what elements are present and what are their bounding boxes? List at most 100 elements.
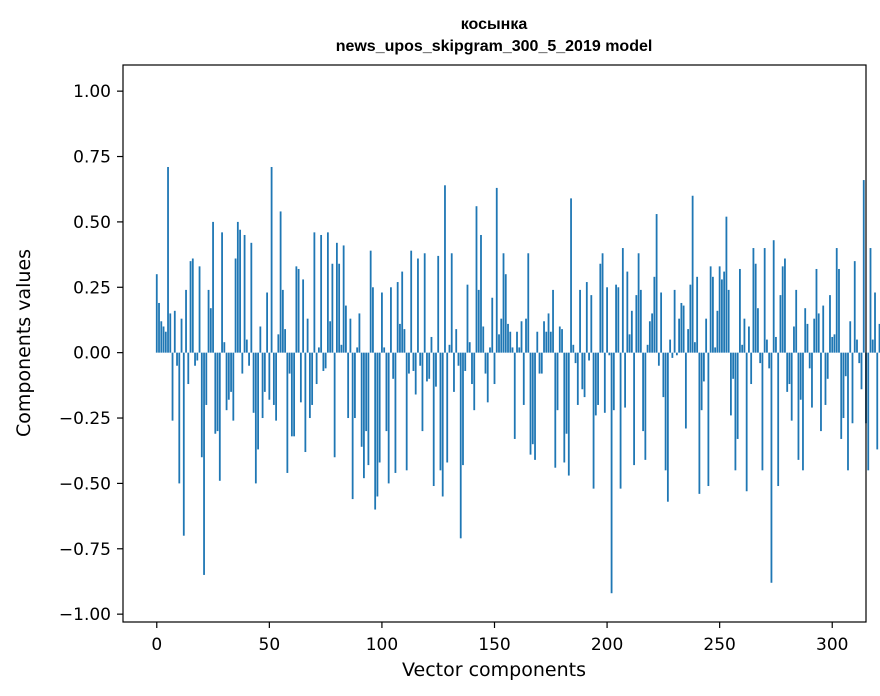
- bar-component-98: [376, 352, 379, 497]
- bar-component-16: [191, 258, 194, 353]
- bar-component-8: [173, 310, 176, 353]
- bar-component-70: [313, 232, 316, 353]
- bar-component-133: [455, 329, 458, 353]
- bar-component-132: [453, 352, 455, 392]
- bar-component-215: [639, 289, 642, 353]
- bar-component-238: [691, 195, 694, 353]
- bar-component-166: [529, 352, 532, 455]
- bar-component-10: [178, 352, 181, 484]
- bar-component-283: [793, 326, 795, 353]
- bar-component-281: [788, 352, 791, 385]
- bar-component-198: [601, 253, 604, 353]
- bar-component-249: [716, 310, 719, 353]
- bar-component-204: [615, 284, 617, 353]
- bar-component-81: [338, 263, 341, 353]
- bar-component-107: [396, 282, 399, 353]
- bar-component-79: [333, 352, 336, 458]
- bar-component-144: [480, 234, 482, 353]
- x-tick-label: 50: [259, 635, 281, 655]
- bar-component-263: [748, 326, 750, 353]
- bar-component-76: [326, 232, 329, 353]
- bar-component-317: [869, 248, 872, 353]
- bar-component-188: [579, 289, 581, 353]
- bar-component-189: [581, 352, 584, 390]
- bar-component-148: [489, 347, 491, 353]
- bar-component-255: [730, 352, 732, 416]
- bar-component-28: [218, 352, 221, 481]
- bar-component-152: [498, 334, 500, 353]
- bar-component-45: [257, 352, 259, 450]
- bar-component-74: [322, 352, 325, 371]
- y-tick-label: 1.00: [73, 82, 111, 102]
- bar-component-253: [725, 216, 728, 353]
- bar-component-231: [675, 352, 678, 356]
- bar-component-55: [279, 211, 282, 353]
- bar-component-44: [254, 352, 257, 484]
- bar-component-113: [410, 250, 413, 353]
- bar-component-262: [745, 352, 748, 492]
- bar-component-298: [826, 352, 829, 379]
- bar-component-304: [840, 352, 843, 439]
- bar-component-159: [513, 352, 516, 439]
- bar-component-106: [394, 352, 397, 473]
- bar-component-72: [317, 347, 320, 353]
- bar-component-232: [678, 318, 681, 353]
- bar-component-49: [266, 292, 268, 353]
- bar-component-310: [853, 261, 856, 353]
- bar-component-290: [808, 352, 811, 369]
- bar-component-123: [432, 352, 435, 487]
- bar-component-214: [637, 253, 640, 353]
- bar-component-38: [241, 352, 244, 374]
- bar-component-112: [408, 352, 410, 374]
- bar-component-179: [558, 326, 561, 353]
- bar-component-248: [714, 347, 717, 353]
- bar-component-34: [232, 352, 235, 421]
- bar-component-73: [320, 234, 323, 353]
- bar-component-260: [741, 344, 744, 353]
- bar-component-175: [549, 331, 552, 353]
- bar-component-86: [349, 318, 352, 353]
- bar-component-251: [721, 279, 723, 353]
- y-tick-label: 0.75: [73, 148, 111, 168]
- bar-component-104: [390, 287, 392, 353]
- bar-component-217: [644, 352, 647, 460]
- x-tick-label: 300: [816, 635, 848, 655]
- bar-component-276: [777, 352, 780, 487]
- bar-component-254: [727, 289, 730, 353]
- bar-component-1: [158, 302, 160, 353]
- bar-component-102: [385, 352, 388, 432]
- bar-component-51: [270, 166, 273, 353]
- bar-component-244: [705, 318, 708, 353]
- bar-component-12: [182, 352, 185, 536]
- bar-component-135: [459, 352, 462, 539]
- bar-component-241: [698, 352, 701, 494]
- bar-component-85: [347, 352, 350, 419]
- bar-component-222: [655, 214, 658, 353]
- bar-component-99: [378, 352, 381, 463]
- bar-component-208: [624, 352, 626, 408]
- bar-component-321: [878, 323, 880, 353]
- bar-component-108: [399, 323, 401, 353]
- bar-component-32: [227, 352, 230, 400]
- y-tick-label: 0.25: [73, 278, 111, 298]
- bar-component-192: [588, 352, 590, 361]
- bar-component-142: [475, 206, 478, 353]
- bar-component-277: [779, 295, 782, 353]
- bar-component-205: [617, 287, 620, 353]
- bar-component-58: [286, 352, 289, 473]
- bar-component-31: [225, 352, 228, 411]
- y-tick-label: 0.50: [73, 213, 111, 233]
- bar-component-239: [693, 342, 696, 353]
- bar-component-37: [239, 229, 241, 353]
- bar-component-67: [306, 318, 309, 353]
- bar-component-126: [439, 352, 442, 471]
- bar-component-297: [824, 352, 827, 405]
- bar-component-178: [556, 352, 559, 411]
- bar-component-274: [772, 240, 775, 353]
- bar-component-259: [739, 268, 741, 353]
- bar-component-155: [504, 274, 507, 353]
- bar-component-25: [212, 221, 214, 353]
- bar-component-125: [437, 255, 440, 353]
- bar-component-265: [752, 248, 755, 353]
- bar-component-88: [354, 352, 356, 419]
